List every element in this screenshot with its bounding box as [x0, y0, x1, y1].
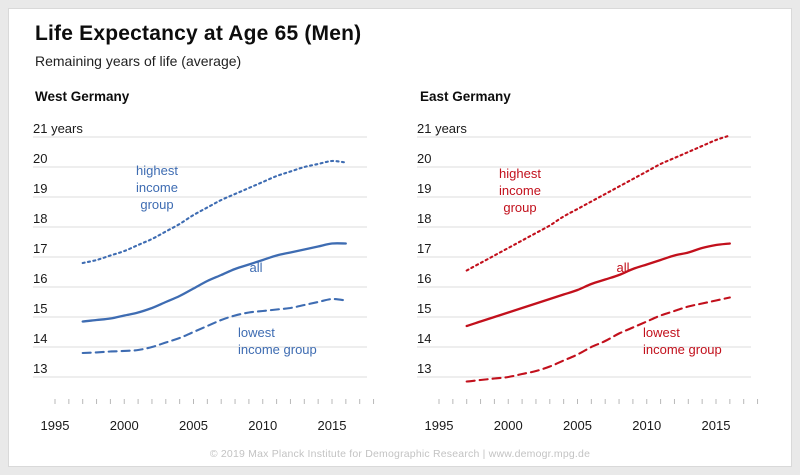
series-label-all: all	[616, 260, 629, 275]
y-axis-label: 21 years	[417, 121, 467, 136]
x-axis-label: 1995	[41, 418, 70, 433]
series-label-highest-income-group: highest	[136, 163, 178, 178]
y-axis-label: 18	[33, 211, 47, 226]
y-axis-label: 19	[33, 181, 47, 196]
x-axis-label: 2015	[318, 418, 347, 433]
chart-west-germany: 13 14 15 16 17 18 19 20 21 years 1995 2000 2005 2010…	[33, 121, 375, 433]
series-line-lowest-income-group	[465, 296, 731, 383]
y-axis-label: 14	[417, 331, 431, 346]
y-axis-label: 14	[33, 331, 47, 346]
y-axis-label: 18	[417, 211, 431, 226]
page-title: Life Expectancy at Age 65 (Men)	[35, 22, 362, 45]
y-axis-label: 13	[33, 361, 47, 376]
x-axis-label: 2010	[632, 418, 661, 433]
y-axis-label: 20	[33, 151, 47, 166]
x-axis-label: 2005	[179, 418, 208, 433]
series-label-highest-income-group: group	[503, 200, 536, 215]
series-label-lowest-income-group: lowest	[643, 325, 680, 340]
series-label-highest-income-group: highest	[499, 166, 541, 181]
series-line-highest-income-group	[81, 159, 347, 265]
series-label-highest-income-group: income	[136, 180, 178, 195]
series-line-lowest-income-group	[81, 297, 347, 355]
x-axis-label: 2015	[702, 418, 731, 433]
y-axis-label: 16	[417, 271, 431, 286]
x-axis-label: 2005	[563, 418, 592, 433]
y-axis-label: 15	[417, 301, 431, 316]
panel-title-east-germany: East Germany	[420, 89, 511, 104]
series-label-all: all	[249, 260, 262, 275]
x-axis-label: 1995	[425, 418, 454, 433]
y-axis-label: 19	[417, 181, 431, 196]
series-label-lowest-income-group: income group	[238, 342, 317, 357]
y-axis-label: 17	[417, 241, 431, 256]
chart-card: Life Expectancy at Age 65 (Men) Remainin…	[8, 8, 792, 467]
panel-title-west-germany: West Germany	[35, 89, 130, 104]
series-line-all	[81, 242, 347, 323]
x-axis-label: 2000	[110, 418, 139, 433]
y-axis-label: 13	[417, 361, 431, 376]
series-label-lowest-income-group: income group	[643, 342, 722, 357]
series-label-highest-income-group: group	[140, 197, 173, 212]
series-line-all	[465, 242, 731, 328]
page-subtitle: Remaining years of life (average)	[35, 53, 242, 69]
y-axis-label: 20	[417, 151, 431, 166]
y-axis-label: 17	[33, 241, 47, 256]
y-axis-label: 21 years	[33, 121, 83, 136]
series-label-lowest-income-group: lowest	[238, 325, 275, 340]
y-axis-label: 16	[33, 271, 47, 286]
series-label-highest-income-group: income	[499, 183, 541, 198]
chart-east-germany: 13 14 15 16 17 18 19 20 21 years 1995 2000 2005 2010…	[417, 121, 759, 433]
y-axis-label: 15	[33, 301, 47, 316]
x-axis-label: 2000	[494, 418, 523, 433]
series-line-highest-income-group	[465, 134, 731, 272]
x-axis-label: 2010	[248, 418, 277, 433]
footer-credit: © 2019 Max Planck Institute for Demograp…	[209, 448, 591, 460]
